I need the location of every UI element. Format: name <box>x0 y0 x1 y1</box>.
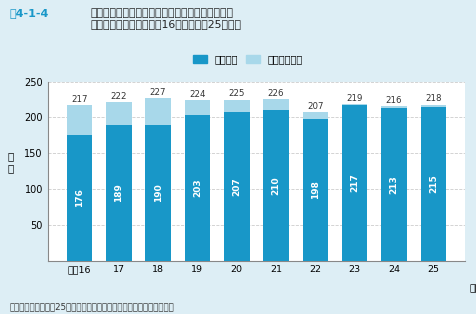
Text: 207: 207 <box>307 102 323 111</box>
Bar <box>184 115 210 261</box>
Text: 222: 222 <box>110 92 127 100</box>
Bar <box>106 125 131 261</box>
Text: 210: 210 <box>271 176 280 195</box>
Bar <box>67 105 92 261</box>
Text: 215: 215 <box>428 174 437 193</box>
Text: 218: 218 <box>424 95 441 104</box>
Bar <box>263 110 288 261</box>
Bar <box>420 107 445 261</box>
Bar <box>380 106 406 261</box>
Legend: 達成局数, 有効測定局数: 達成局数, 有効測定局数 <box>189 51 306 68</box>
Bar <box>184 100 210 261</box>
Text: 213: 213 <box>389 175 397 194</box>
Bar <box>420 105 445 261</box>
Text: 216: 216 <box>385 96 401 105</box>
Text: 207: 207 <box>232 177 241 196</box>
Text: 局
数: 局 数 <box>7 151 13 173</box>
Bar <box>341 104 367 261</box>
Text: 226: 226 <box>267 89 284 98</box>
Text: （年度）: （年度） <box>468 284 476 293</box>
Text: 176: 176 <box>75 188 84 207</box>
Bar <box>380 108 406 261</box>
Text: 224: 224 <box>189 90 205 99</box>
Bar <box>263 99 288 261</box>
Bar <box>223 100 249 261</box>
Bar <box>145 125 170 261</box>
Bar <box>302 119 327 261</box>
Bar <box>145 98 170 261</box>
Text: 217: 217 <box>71 95 88 104</box>
Text: 図4-1-4: 図4-1-4 <box>10 8 49 18</box>
Text: 217: 217 <box>349 174 358 192</box>
Text: 227: 227 <box>149 88 166 97</box>
Text: 198: 198 <box>310 180 319 199</box>
Text: 対策地域における二酸化窒素の環境基準達成状況
の推移（自排局）（平成16年度～平成25年度）: 対策地域における二酸化窒素の環境基準達成状況 の推移（自排局）（平成16年度～平… <box>90 8 241 29</box>
Bar <box>67 135 92 261</box>
Text: 189: 189 <box>114 183 123 203</box>
Bar <box>106 102 131 261</box>
Text: 資料：環境省「平成25年度大気汚染状況について（報道発表資料）」: 資料：環境省「平成25年度大気汚染状況について（報道発表資料）」 <box>10 302 174 311</box>
Bar <box>302 112 327 261</box>
Text: 219: 219 <box>346 94 362 103</box>
Text: 190: 190 <box>153 183 162 202</box>
Text: 225: 225 <box>228 89 245 99</box>
Bar <box>223 112 249 261</box>
Text: 203: 203 <box>192 179 201 197</box>
Bar <box>341 105 367 261</box>
